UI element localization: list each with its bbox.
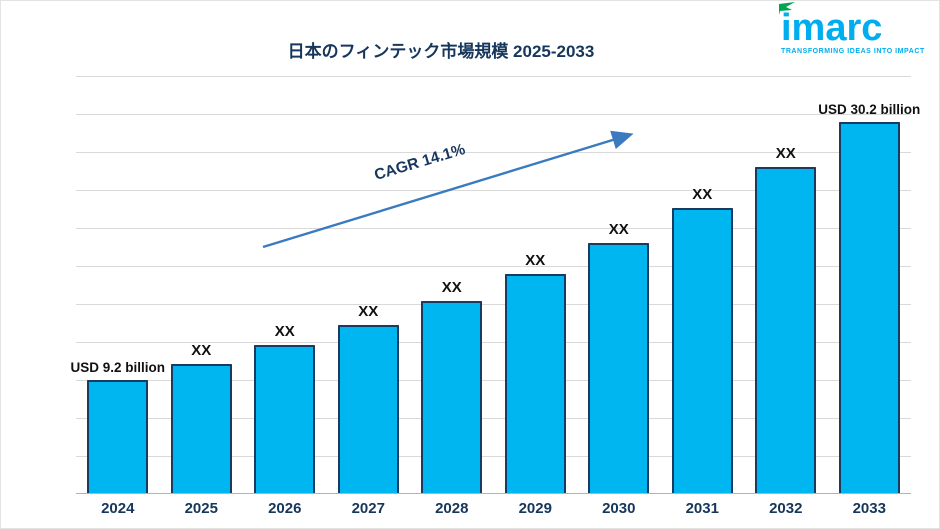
x-tick-2033: 2033: [852, 500, 886, 517]
bar-column-2024: USD 9.2 billion: [71, 76, 165, 493]
x-tick-2025: 2025: [184, 500, 218, 517]
chart-title: 日本のフィンテック市場規模 2025-2033: [287, 42, 595, 61]
gridline: [76, 456, 911, 457]
x-tick-2026: 2026: [268, 500, 302, 517]
bar-column-2029: XX: [494, 76, 578, 493]
logo-flag-icon: [779, 2, 795, 15]
logo-text: imarc: [781, 7, 883, 49]
gridline: [76, 418, 911, 419]
bar-column-2028: XX: [410, 76, 494, 493]
bar-2026: [254, 345, 316, 493]
bar-2029: [504, 274, 566, 493]
bar-column-2026: XX: [243, 76, 327, 493]
x-tick-2031: 2031: [685, 500, 719, 517]
gridline: [76, 342, 911, 343]
gridline: [76, 114, 911, 115]
x-tick-2029: 2029: [518, 500, 552, 517]
logo-wordmark: imarc: [779, 2, 883, 49]
bar-column-2030: XX: [577, 76, 661, 493]
bar-column-2031: XX: [661, 76, 745, 493]
bar-value-label-2028: XX: [441, 279, 462, 296]
bar-column-2032: XX: [744, 76, 828, 493]
bar-2033: [838, 122, 900, 493]
x-tick-2027: 2027: [351, 500, 385, 517]
imarc-logo: imarc TRANSFORMING IDEAS INTO IMPACT: [779, 2, 929, 55]
gridline: [76, 304, 911, 305]
x-tick-2032: 2032: [769, 500, 803, 517]
bar-2031: [671, 208, 733, 493]
bar-2030: [588, 243, 650, 493]
bar-column-2025: XX: [160, 76, 244, 493]
bar-value-label-2025: XX: [191, 342, 212, 359]
x-tick-2024: 2024: [101, 500, 135, 517]
gridline: [76, 380, 911, 381]
bar-value-label-2031: XX: [692, 186, 713, 203]
bar-value-label-2033: USD 30.2 billion: [818, 102, 921, 117]
bar-value-label-2029: XX: [525, 252, 546, 269]
plot-area: USD 9.2 billion XX XX XX XX XX XX XX XX USD 30.2 …: [71, 76, 920, 494]
gridline: [76, 266, 911, 267]
bar-2025: [170, 364, 232, 493]
bar-value-label-2032: XX: [775, 145, 796, 162]
bar-2032: [755, 167, 817, 493]
x-axis: 2024 2025 2026 2027 2028 2029 2030 2031 2032 2033: [76, 500, 911, 517]
logo-tagline: TRANSFORMING IDEAS INTO IMPACT: [781, 48, 925, 55]
bar-2024: [87, 380, 149, 493]
bar-value-label-2026: XX: [274, 323, 295, 340]
bar-column-2033: USD 30.2 billion: [818, 76, 920, 493]
x-tick-2030: 2030: [602, 500, 636, 517]
bar-column-2027: XX: [327, 76, 411, 493]
bar-value-label-2024: USD 9.2 billion: [70, 360, 166, 375]
bar-2028: [421, 301, 483, 493]
gridline: [76, 76, 911, 77]
bar-2027: [337, 325, 399, 493]
bar-value-label-2027: XX: [358, 303, 379, 320]
bar-value-label-2030: XX: [608, 221, 629, 238]
x-tick-2028: 2028: [435, 500, 469, 517]
bars-row: USD 9.2 billion XX XX XX XX XX XX XX XX USD 30.2 …: [71, 76, 920, 493]
